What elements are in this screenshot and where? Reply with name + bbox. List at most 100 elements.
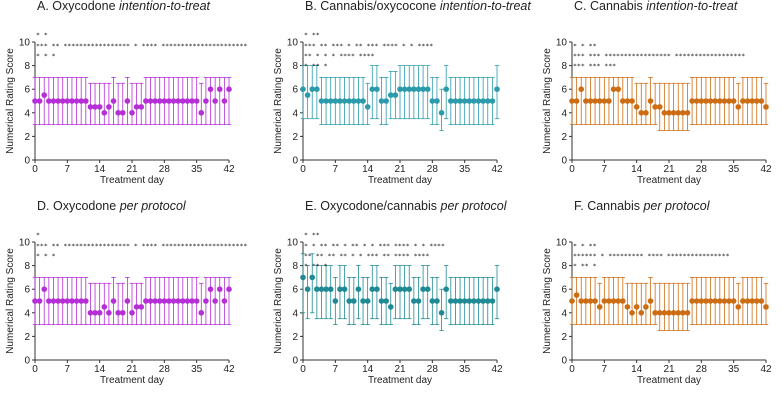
- x-tick-label: 42: [491, 364, 503, 375]
- median-point: [438, 110, 445, 116]
- x-tick-label: 0: [32, 164, 38, 175]
- panel-title: E. Oxycodone/cannabis per protocol: [305, 199, 508, 213]
- x-tick-label: 0: [300, 164, 306, 175]
- median-point: [203, 298, 209, 304]
- panel-title-italic: per protocol: [119, 199, 187, 213]
- median-point: [73, 298, 80, 304]
- median-point: [638, 310, 645, 316]
- median-point: [360, 98, 366, 104]
- median-point: [633, 304, 640, 310]
- median-point: [494, 86, 500, 92]
- median-point: [124, 98, 131, 104]
- median-point: [203, 98, 209, 104]
- y-tick-label: 4: [292, 108, 298, 119]
- panel-title: D. Oxycodone per protocol: [37, 199, 187, 213]
- median-point: [304, 286, 311, 293]
- x-axis-label: Treatment day: [100, 375, 164, 386]
- median-point: [92, 310, 98, 316]
- median-point: [698, 98, 705, 104]
- panel-title: C. Cannabis intention-to-treat: [574, 0, 738, 13]
- panel-c: C. Cannabis intention-to-treat Numerical …: [542, 0, 772, 186]
- median-point: [661, 310, 668, 316]
- median-point: [59, 298, 66, 304]
- median-point: [124, 298, 131, 304]
- median-point: [601, 98, 608, 104]
- median-point: [166, 98, 172, 104]
- median-point: [78, 298, 84, 304]
- median-point: [443, 86, 449, 92]
- median-point: [383, 298, 389, 304]
- median-point: [198, 110, 205, 116]
- median-point: [480, 298, 486, 304]
- significance-row-top: * **: [304, 231, 320, 239]
- panel-title-italic: intention-to-treat: [646, 0, 738, 13]
- median-point: [337, 286, 343, 293]
- median-point: [166, 298, 172, 304]
- median-point: [726, 98, 732, 104]
- median-point: [740, 298, 746, 304]
- median-point: [41, 92, 48, 98]
- panel-title-prefix: A. Oxycodone: [37, 0, 119, 13]
- median-point: [424, 86, 431, 92]
- x-tick-label: 14: [362, 164, 374, 175]
- median-point: [620, 298, 626, 304]
- y-tick-label: 10: [19, 38, 31, 49]
- median-point: [355, 98, 362, 104]
- median-point: [610, 298, 617, 304]
- median-point: [147, 298, 154, 304]
- y-tick-label: 2: [24, 132, 30, 143]
- median-point: [610, 86, 617, 92]
- median-point: [596, 98, 603, 104]
- median-point: [46, 298, 52, 304]
- panel-title-prefix: D. Oxycodone: [37, 199, 120, 213]
- median-point: [401, 86, 408, 92]
- median-point: [32, 98, 38, 104]
- panel-title-italic: intention-to-treat: [440, 0, 532, 13]
- significance-row: * * ** ** * ** * * *** **** * * ****: [304, 242, 445, 250]
- median-point: [87, 310, 94, 316]
- x-axis-label: Treatment day: [637, 175, 701, 186]
- median-point: [484, 298, 491, 304]
- x-tick-label: 7: [65, 164, 71, 175]
- median-point: [304, 92, 311, 98]
- median-point: [615, 298, 621, 304]
- median-point: [332, 298, 339, 304]
- median-point: [573, 98, 580, 104]
- median-point: [387, 304, 394, 310]
- x-tick-label: 7: [602, 364, 608, 375]
- y-tick-label: 10: [556, 38, 568, 49]
- median-point: [484, 98, 491, 104]
- median-point: [374, 286, 380, 293]
- x-tick-label: 21: [126, 164, 138, 175]
- x-tick-label: 42: [491, 164, 503, 175]
- median-point: [129, 110, 135, 116]
- x-axis-label: Treatment day: [368, 375, 432, 386]
- median-point: [707, 98, 714, 104]
- median-point: [494, 286, 500, 293]
- x-tick-label: 28: [159, 164, 171, 175]
- median-point: [369, 286, 376, 293]
- y-tick-label: 2: [292, 132, 298, 143]
- median-point: [661, 110, 668, 116]
- median-point: [133, 304, 140, 310]
- y-tick-label: 10: [556, 238, 568, 249]
- median-point: [670, 110, 677, 116]
- median-point: [374, 86, 380, 92]
- median-point: [36, 98, 43, 104]
- median-point: [443, 286, 449, 293]
- median-point: [212, 298, 218, 304]
- median-point: [721, 298, 728, 304]
- median-point: [620, 98, 626, 104]
- median-point: [133, 104, 140, 110]
- median-point: [424, 286, 431, 293]
- median-point: [346, 298, 352, 304]
- median-point: [106, 310, 112, 316]
- median-point: [364, 298, 371, 304]
- median-point: [221, 298, 228, 304]
- median-point: [670, 310, 677, 316]
- median-point: [656, 104, 663, 110]
- y-tick-label: 2: [292, 332, 298, 343]
- median-point: [633, 104, 640, 110]
- median-point: [592, 298, 598, 304]
- significance-row: *** *** ***: [573, 62, 616, 70]
